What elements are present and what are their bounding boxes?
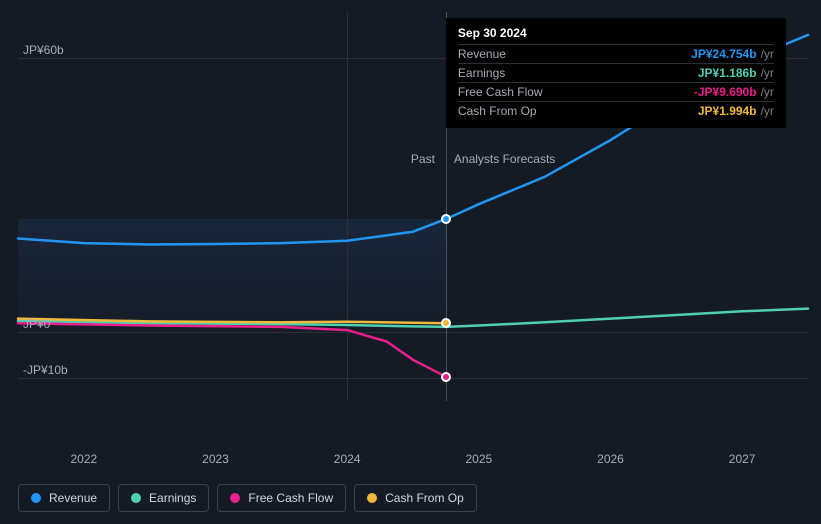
legend-swatch: [131, 493, 141, 503]
legend-label: Revenue: [49, 491, 97, 505]
tooltip-row-unit: /yr: [761, 47, 774, 61]
tooltip-row-unit: /yr: [761, 66, 774, 80]
legend-item-cashop[interactable]: Cash From Op: [354, 484, 477, 512]
marker-dot-revenue: [441, 214, 451, 224]
tooltip-row-label: Free Cash Flow: [458, 85, 558, 99]
tooltip-row: Cash From Op JP¥1.994b/yr: [458, 101, 774, 120]
tooltip-row-unit: /yr: [761, 104, 774, 118]
tooltip-row-label: Cash From Op: [458, 104, 558, 118]
legend-item-revenue[interactable]: Revenue: [18, 484, 110, 512]
marker-dot-fcf: [441, 372, 451, 382]
legend-swatch: [230, 493, 240, 503]
legend-swatch: [31, 493, 41, 503]
y-axis-label: JP¥60b: [23, 43, 64, 57]
series-line-fcf: [18, 323, 446, 377]
y-axis-label: -JP¥10b: [23, 363, 68, 377]
tooltip-row: Earnings JP¥1.186b/yr: [458, 63, 774, 82]
tooltip-row-label: Earnings: [458, 66, 558, 80]
legend-item-fcf[interactable]: Free Cash Flow: [217, 484, 346, 512]
y-axis-label: JP¥0: [23, 317, 50, 331]
tooltip-row: Revenue JP¥24.754b/yr: [458, 44, 774, 63]
forecast-label: Analysts Forecasts: [454, 152, 555, 166]
past-label: Past: [411, 152, 435, 166]
tooltip-row-value: JP¥1.186b: [698, 66, 757, 80]
tooltip-row-label: Revenue: [458, 47, 558, 61]
tooltip-row-value: -JP¥9.690b: [694, 85, 757, 99]
tooltip-row-unit: /yr: [761, 85, 774, 99]
chart-tooltip: Sep 30 2024 RevenueJP¥24.754b/yrEarnings…: [446, 18, 786, 128]
legend-item-earnings[interactable]: Earnings: [118, 484, 209, 512]
legend-label: Earnings: [149, 491, 196, 505]
legend-label: Cash From Op: [385, 491, 464, 505]
tooltip-row: Free Cash Flow -JP¥9.690b/yr: [458, 82, 774, 101]
legend: Revenue Earnings Free Cash Flow Cash From O…: [18, 484, 477, 512]
tooltip-row-value: JP¥1.994b: [698, 104, 757, 118]
marker-dot-cashop: [441, 318, 451, 328]
tooltip-date: Sep 30 2024: [458, 26, 774, 40]
legend-label: Free Cash Flow: [248, 491, 333, 505]
tooltip-row-value: JP¥24.754b: [691, 47, 756, 61]
legend-swatch: [367, 493, 377, 503]
